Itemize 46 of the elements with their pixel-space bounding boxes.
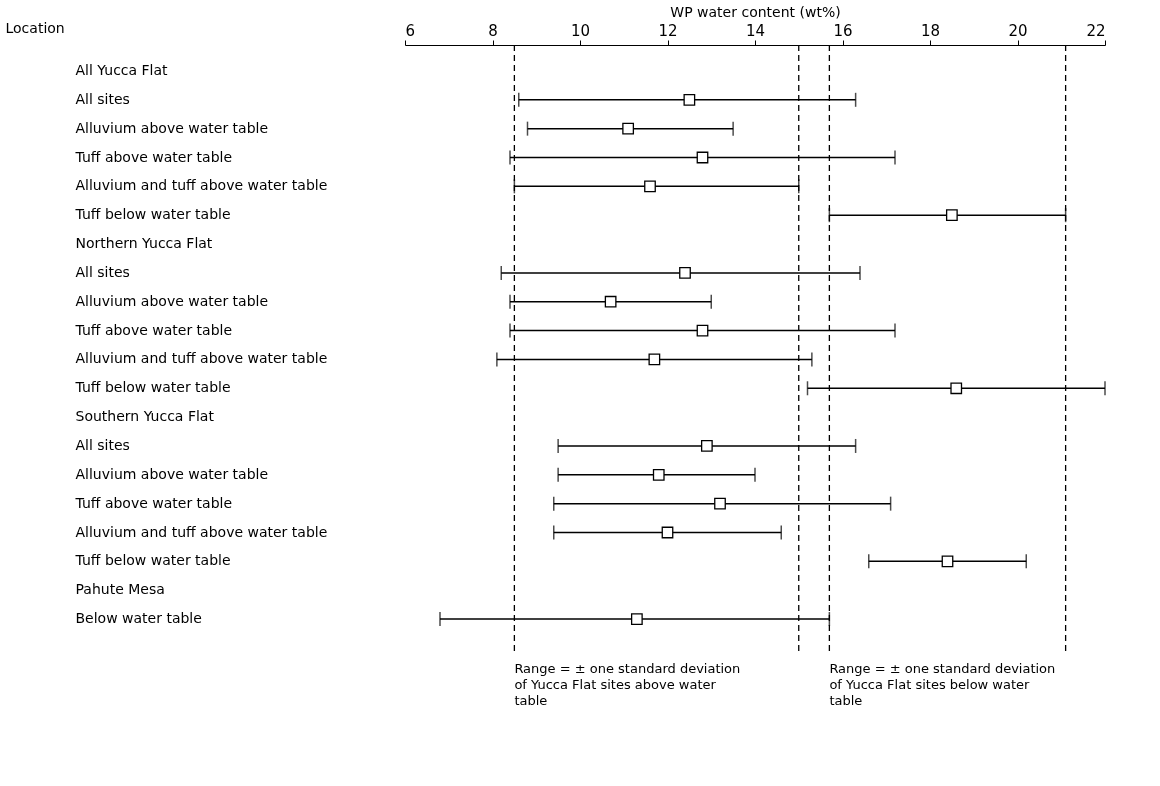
point: [941, 555, 954, 568]
text: Range = ± one standard deviation of Yucca Flat sites below water table: [829, 661, 1056, 708]
y-tick-label: All Yucca Flat: [75, 61, 169, 78]
x-tick-label: 22: [1086, 21, 1106, 40]
y-tick-label: Alluvium above water table: [75, 119, 269, 136]
x-tick-label: 8: [488, 21, 498, 40]
point: [630, 613, 643, 625]
x-tick-label: 18: [920, 21, 941, 40]
text: Range = ± one standard deviation of Yucca Flat sites above water table: [514, 661, 741, 708]
y-tick-label: Alluvium above water table: [75, 465, 269, 482]
y-tick-label: Southern Yucca Flat: [75, 408, 215, 425]
x-tick-label: 6: [405, 21, 416, 40]
y-tick-label: All sites: [75, 90, 130, 107]
y-tick-label: Northern Yucca Flat: [75, 235, 213, 252]
y-tick-label: Alluvium and tuff above water table: [75, 350, 328, 367]
y-tick-label: Tuff above water table: [74, 494, 233, 511]
y-tick-label: Tuff below water table: [74, 379, 231, 396]
point: [683, 93, 696, 106]
point: [622, 122, 635, 135]
y-tick-label: Tuff below water table: [74, 206, 231, 223]
y-tick-label: Alluvium and tuff above water table: [75, 523, 328, 540]
point: [700, 440, 713, 452]
y-tick-label: Below water table: [75, 610, 202, 627]
y-tick-label: Tuff above water table: [74, 321, 233, 338]
point: [950, 382, 963, 395]
x-tick-label: 16: [833, 21, 853, 40]
point: [604, 295, 617, 308]
point: [714, 497, 726, 510]
y-axis-title: Location: [5, 19, 65, 36]
point: [652, 468, 665, 481]
point: [648, 353, 661, 366]
point: [945, 209, 958, 222]
point: [679, 266, 691, 279]
y-tick-label: Alluvium above water table: [75, 292, 269, 309]
y-tick-label: All sites: [75, 436, 130, 453]
x-tick-label: 10: [570, 21, 591, 40]
x-tick-label: 14: [745, 21, 766, 40]
x-tick-label: 20: [1008, 21, 1028, 40]
y-tick-label: Pahute Mesa: [75, 581, 165, 598]
y-tick-label: Tuff above water table: [74, 148, 233, 165]
y-tick-label: Tuff below water table: [74, 552, 231, 569]
point: [644, 180, 656, 193]
x-tick-label: 12: [658, 21, 678, 40]
x-axis-title: WP water content (wt%): [670, 3, 841, 20]
y-tick-label: Alluvium and tuff above water table: [75, 177, 328, 194]
y-tick-label: All sites: [75, 263, 130, 280]
